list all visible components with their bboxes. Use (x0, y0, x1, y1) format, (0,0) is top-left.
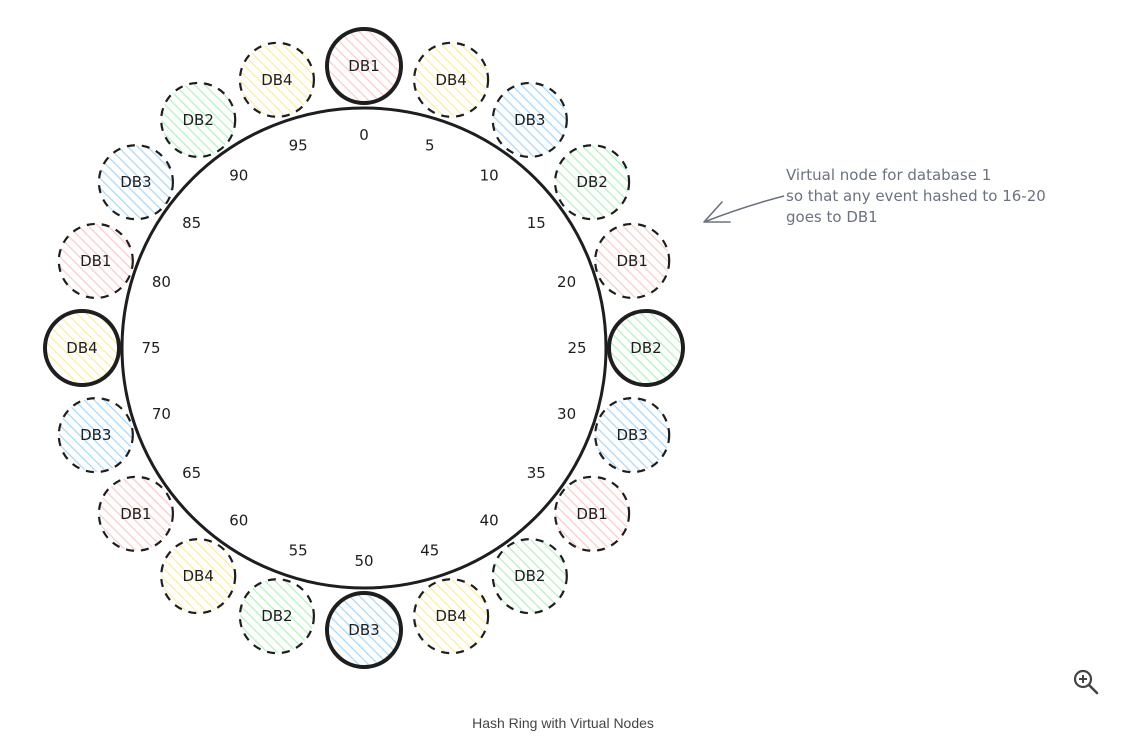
tick-label-90: 90 (229, 167, 248, 185)
node-circle (238, 578, 315, 655)
ring-tick-labels: 0 5 10 15 20 25 30 35 40 45 50 55 60 65 70 75 80 85 90 95 (141, 126, 586, 570)
tick-label-95: 95 (289, 136, 308, 154)
node-label: DB1 (80, 252, 111, 270)
primary-node-db4: DB4 (43, 309, 121, 387)
annotation-arrow (703, 195, 785, 223)
node-circle (57, 222, 134, 299)
virtual-node-db1: DB1 (594, 222, 671, 299)
virtual-node-db1: DB1 (57, 222, 134, 299)
node-circle (57, 397, 134, 474)
node-circle (553, 475, 631, 552)
tick-label-70: 70 (152, 405, 171, 423)
node-label: DB2 (576, 173, 607, 191)
node-circle (594, 397, 671, 474)
node-label: DB1 (120, 505, 151, 523)
node-label: DB3 (348, 621, 379, 639)
node-circle (553, 144, 631, 221)
virtual-node-db2: DB2 (160, 81, 237, 159)
virtual-node-db1: DB1 (553, 475, 631, 552)
node-label: DB2 (630, 339, 661, 357)
node-circle (160, 81, 237, 159)
hash-ring-diagram: 0 5 10 15 20 25 30 35 40 45 50 55 60 65 70 75 80 85 90 95 D… (43, 27, 1046, 669)
zoom-in-icon (1073, 669, 1099, 695)
primary-node-db1: DB1 (325, 27, 403, 105)
node-label: DB3 (514, 111, 545, 129)
primary-node-db2: DB2 (607, 309, 685, 387)
node-circle (97, 475, 174, 552)
primary-node-db3: DB3 (325, 591, 403, 669)
node-circle (413, 41, 490, 118)
virtual-node-db3: DB3 (491, 81, 568, 159)
annotation-line-2: so that any event hashed to 16-20 (786, 187, 1046, 205)
annotation-line-3: goes to DB1 (786, 208, 878, 226)
node-circle (325, 591, 403, 669)
virtual-node-db3: DB3 (594, 397, 671, 474)
node-label: DB3 (120, 173, 151, 191)
node-circle (594, 222, 671, 299)
node-label: DB2 (261, 607, 292, 625)
node-circle (607, 309, 685, 387)
node-label: DB4 (66, 339, 97, 357)
tick-label-60: 60 (229, 511, 248, 529)
tick-label-10: 10 (480, 167, 499, 185)
virtual-node-db4: DB4 (413, 41, 490, 118)
annotation-arrowhead (703, 201, 731, 223)
node-label: DB1 (617, 252, 648, 270)
node-label: DB1 (576, 505, 607, 523)
node-label: DB4 (261, 71, 292, 89)
node-label: DB2 (514, 567, 545, 585)
tick-label-35: 35 (527, 464, 546, 482)
tick-label-80: 80 (152, 273, 171, 291)
tick-label-45: 45 (420, 542, 439, 560)
diagram-caption: Hash Ring with Virtual Nodes (472, 715, 654, 731)
virtual-node-db2: DB2 (553, 144, 631, 221)
tick-label-75: 75 (141, 339, 160, 357)
node-circle (491, 537, 568, 615)
hash-ring (120, 106, 608, 590)
tick-label-15: 15 (527, 214, 546, 232)
tick-label-40: 40 (480, 511, 499, 529)
virtual-node-db2: DB2 (491, 537, 568, 615)
virtual-node-db4: DB4 (160, 537, 237, 615)
annotation-line-1: Virtual node for database 1 (786, 166, 991, 184)
node-label: DB4 (183, 567, 214, 585)
virtual-node-db1: DB1 (97, 475, 174, 552)
virtual-node-db3: DB3 (57, 397, 134, 474)
tick-label-30: 30 (557, 405, 576, 423)
annotation: Virtual node for database 1 so that any … (703, 166, 1046, 226)
virtual-node-db2: DB2 (238, 578, 315, 655)
tick-label-20: 20 (557, 273, 576, 291)
node-circle (325, 27, 403, 105)
node-circle (413, 578, 490, 655)
node-label: DB4 (435, 71, 466, 89)
tick-label-55: 55 (289, 542, 308, 560)
virtual-node-db4: DB4 (413, 578, 490, 655)
tick-label-5: 5 (425, 136, 435, 154)
tick-label-65: 65 (182, 464, 201, 482)
node-circle (97, 144, 174, 221)
virtual-node-db4: DB4 (238, 41, 315, 118)
node-circle (43, 309, 121, 387)
node-circle (160, 537, 237, 615)
node-label: DB4 (435, 607, 466, 625)
zoom-button[interactable] (1072, 668, 1100, 696)
node-label: DB3 (80, 426, 111, 444)
node-circle (238, 41, 315, 118)
tick-label-25: 25 (567, 339, 586, 357)
virtual-node-db3: DB3 (97, 144, 174, 221)
node-circle (491, 81, 568, 159)
ring-nodes: DB1 DB4 DB3 DB2 DB1 DB2 DB3 DB1 DB2 DB4 DB3 DB2 DB4 D… (43, 27, 685, 669)
tick-label-85: 85 (182, 214, 201, 232)
node-label: DB3 (617, 426, 648, 444)
node-label: DB1 (348, 57, 379, 75)
tick-label-0: 0 (359, 126, 369, 144)
tick-label-50: 50 (354, 552, 373, 570)
node-label: DB2 (183, 111, 214, 129)
